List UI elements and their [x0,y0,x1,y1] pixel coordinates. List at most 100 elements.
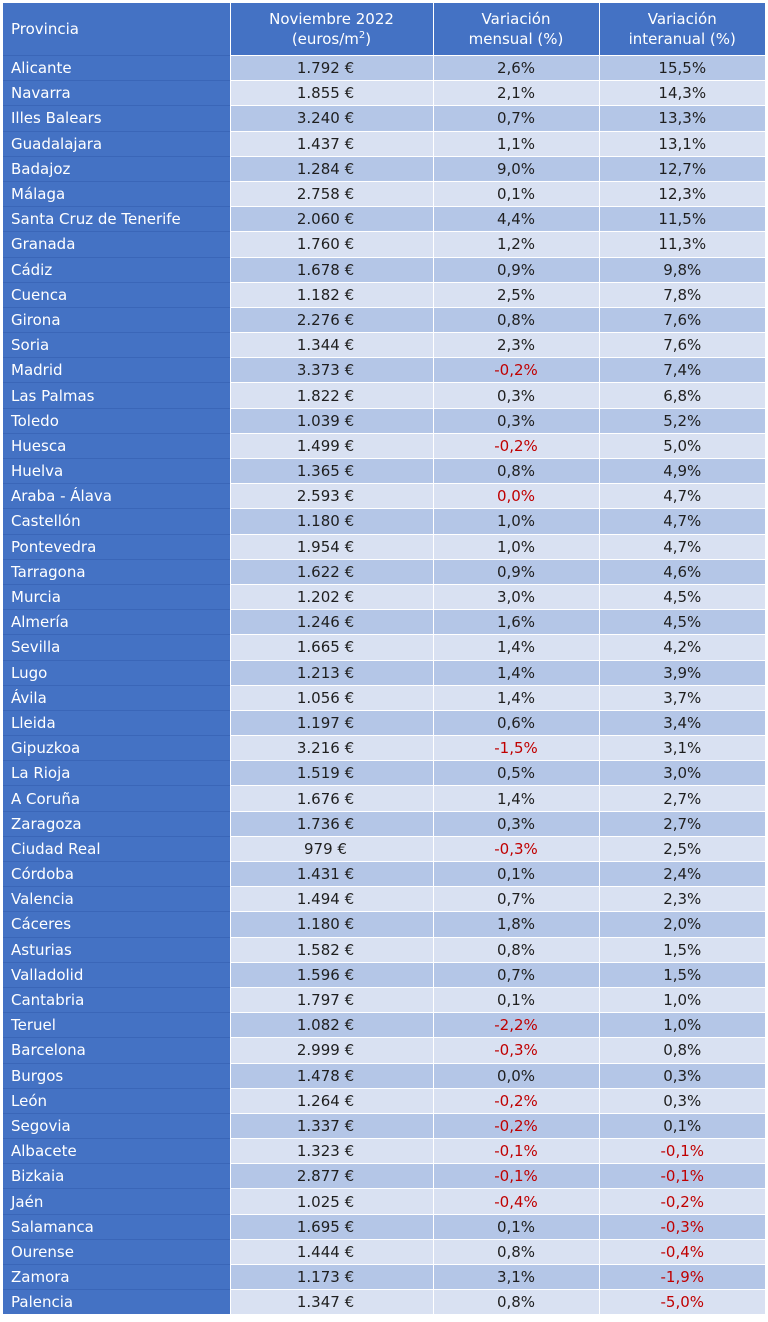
table-row: Segovia 1.337 € -0,2% 0,1% [3,1112,765,1139]
cell-provincia: Salamanca [3,1213,231,1240]
table-row: Lugo 1.213 €1,4% 3,9% [3,659,765,686]
table-row: Navarra 1.855 €2,1% 14,3% [3,80,765,106]
cell-precio: 1.337 € [230,1112,434,1139]
cell-provincia: León [3,1087,231,1114]
table-row: Barcelona 2.999 € -0,3% 0,8% [3,1037,765,1063]
header-mensual-line1: Variación [481,10,551,28]
cell-variacion-mensual: 0,9% [433,256,600,283]
cell-provincia: Asturias [3,936,231,963]
cell-variacion-interanual: 0,3% [599,1087,765,1114]
cell-precio: 1.695 € [230,1213,434,1240]
cell-precio: 1.665 € [230,634,434,660]
table-row: Huelva 1.365 €0,8% 4,9% [3,457,765,484]
cell-provincia: Ciudad Real [3,835,231,862]
cell-provincia: Almería [3,609,231,635]
cell-variacion-interanual: 2,3% [599,886,765,912]
table-row: Zamora 1.173 €3,1% -1,9% [3,1263,765,1290]
cell-provincia: Toledo [3,407,231,434]
price-table-sheet: Provincia Noviembre 2022 (euros/m2) Vari… [3,3,765,1315]
table-row: Ávila 1.056 €1,4% 3,7% [3,684,765,711]
cell-variacion-mensual: -0,4% [433,1188,600,1215]
cell-precio: 1.478 € [230,1062,434,1089]
cell-variacion-interanual: 1,0% [599,986,765,1013]
cell-provincia: Tarragona [3,558,231,585]
cell-variacion-mensual: 0,3% [433,382,600,409]
price-table: Provincia Noviembre 2022 (euros/m2) Vari… [3,3,765,1315]
cell-precio: 2.276 € [230,306,434,333]
cell-variacion-mensual: -1,5% [433,735,600,761]
table-row: Cantabria 1.797 €0,1% 1,0% [3,986,765,1013]
cell-variacion-mensual: -0,3% [433,1037,600,1063]
table-row: Salamanca 1.695 €0,1% -0,3% [3,1213,765,1240]
cell-precio: 1.056 € [230,684,434,711]
cell-variacion-mensual: -0,3% [433,835,600,862]
cell-variacion-mensual: 0,1% [433,180,600,207]
cell-variacion-interanual: 0,1% [599,1112,765,1139]
cell-variacion-mensual: 0,8% [433,306,600,333]
cell-variacion-interanual: 2,0% [599,911,765,938]
table-row: Toledo 1.039 €0,3% 5,2% [3,407,765,434]
cell-precio: 1.197 € [230,709,434,736]
cell-precio: 2.593 € [230,483,434,509]
cell-variacion-interanual: 7,4% [599,357,765,383]
table-row: León 1.264 € -0,2% 0,3% [3,1087,765,1114]
cell-precio: 1.246 € [230,609,434,635]
table-row: Valencia 1.494 €0,7% 2,3% [3,886,765,912]
cell-precio: 979 € [230,835,434,862]
cell-provincia: Huesca [3,432,231,459]
cell-variacion-interanual: 15,5% [599,54,765,81]
cell-variacion-mensual: 0,0% [433,483,600,509]
table-row: Las Palmas 1.822 €0,3% 6,8% [3,382,765,409]
cell-variacion-interanual: 1,5% [599,961,765,988]
table-row: Málaga 2.758 €0,1% 12,3% [3,180,765,207]
cell-variacion-mensual: 0,0% [433,1062,600,1089]
table-row: Girona 2.276 €0,8% 7,6% [3,306,765,333]
cell-variacion-interanual: 3,0% [599,760,765,786]
table-row: Almería 1.246 €1,6% 4,5% [3,609,765,635]
table-row: La Rioja 1.519 €0,5% 3,0% [3,760,765,786]
cell-variacion-interanual: -1,9% [599,1263,765,1290]
table-row: Palencia 1.347 €0,8% -5,0% [3,1289,765,1315]
cell-variacion-mensual: 0,9% [433,558,600,585]
cell-variacion-interanual: -0,1% [599,1163,765,1189]
cell-precio: 1.182 € [230,281,434,308]
cell-precio: 1.494 € [230,886,434,912]
cell-variacion-interanual: 11,5% [599,206,765,232]
header-precio-line1: Noviembre 2022 [269,10,394,28]
cell-variacion-interanual: 12,3% [599,180,765,207]
cell-precio: 3.240 € [230,105,434,132]
table-row: Córdoba 1.431 €0,1% 2,4% [3,860,765,887]
cell-provincia: Málaga [3,180,231,207]
cell-variacion-mensual: 1,0% [433,508,600,535]
cell-precio: 1.264 € [230,1087,434,1114]
table-row: Guadalajara 1.437 €1,1% 13,1% [3,130,765,157]
cell-variacion-interanual: 13,1% [599,130,765,157]
cell-provincia: Valladolid [3,961,231,988]
cell-precio: 1.344 € [230,332,434,358]
cell-variacion-interanual: 4,5% [599,583,765,610]
cell-precio: 1.039 € [230,407,434,434]
cell-provincia: Las Palmas [3,382,231,409]
table-row: Ourense 1.444 €0,8% -0,4% [3,1238,765,1265]
cell-provincia: Soria [3,332,231,358]
table-row: Araba - Álava 2.593 €0,0% 4,7% [3,483,765,509]
table-row: Pontevedra 1.954 €1,0% 4,7% [3,533,765,560]
cell-variacion-mensual: 0,7% [433,961,600,988]
table-row: Albacete 1.323 € -0,1% -0,1% [3,1138,765,1164]
header-precio-superscript: 2 [358,30,366,41]
cell-precio: 1.025 € [230,1188,434,1215]
table-row: Ciudad Real 979 € -0,3% 2,5% [3,835,765,862]
cell-provincia: Burgos [3,1062,231,1089]
cell-provincia: Palencia [3,1289,231,1315]
cell-variacion-interanual: 1,5% [599,936,765,963]
cell-variacion-mensual: 9,0% [433,155,600,182]
cell-provincia: Córdoba [3,860,231,887]
cell-precio: 1.676 € [230,785,434,812]
cell-variacion-interanual: -0,3% [599,1213,765,1240]
table-row: Valladolid 1.596 €0,7% 1,5% [3,961,765,988]
cell-variacion-interanual: 5,0% [599,432,765,459]
cell-variacion-interanual: 7,8% [599,281,765,308]
cell-variacion-interanual: 6,8% [599,382,765,409]
cell-variacion-mensual: 0,8% [433,1289,600,1315]
table-row: Gipuzkoa 3.216 € -1,5% 3,1% [3,735,765,761]
